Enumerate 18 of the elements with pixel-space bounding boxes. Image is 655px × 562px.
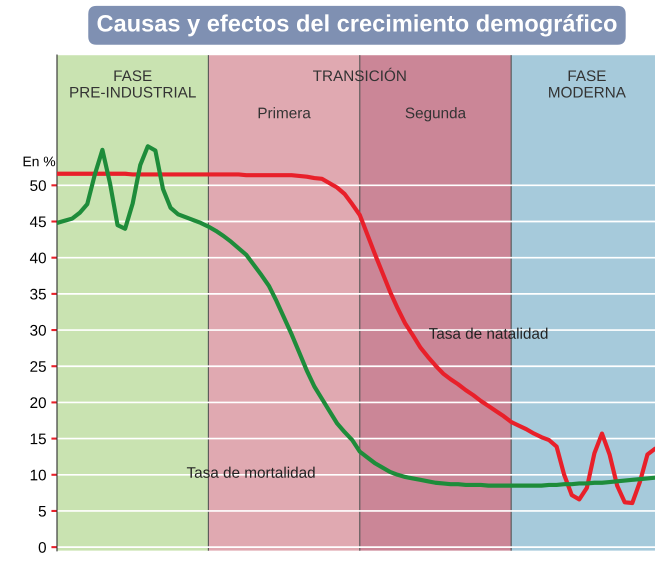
y-tick-label: 30 <box>30 324 46 336</box>
annotation: FASE PRE-INDUSTRIAL <box>70 70 196 98</box>
y-tick-label: 10 <box>30 470 46 480</box>
chart-title: Causas y efectos del crecimiento demográfico <box>97 14 617 36</box>
annotation: FASE MODERNA <box>549 70 626 98</box>
y-tick-label: 5 <box>38 506 46 517</box>
y-tick-label: 15 <box>30 434 46 444</box>
y-tick-label: 40 <box>30 252 46 264</box>
y-tick-label: 25 <box>30 361 46 372</box>
annotation: Segunda <box>406 107 466 122</box>
y-tick-label: 35 <box>30 288 46 300</box>
y-tick-label: 20 <box>30 397 46 408</box>
y-tick-label: 50 <box>30 180 46 192</box>
annotation: Primera <box>258 107 311 118</box>
y-axis-title: En % <box>24 156 56 166</box>
y-tick-label: 45 <box>30 216 46 228</box>
text: Tasa de mortalidad <box>186 466 315 478</box>
y-tick-label: 0 <box>38 542 46 553</box>
